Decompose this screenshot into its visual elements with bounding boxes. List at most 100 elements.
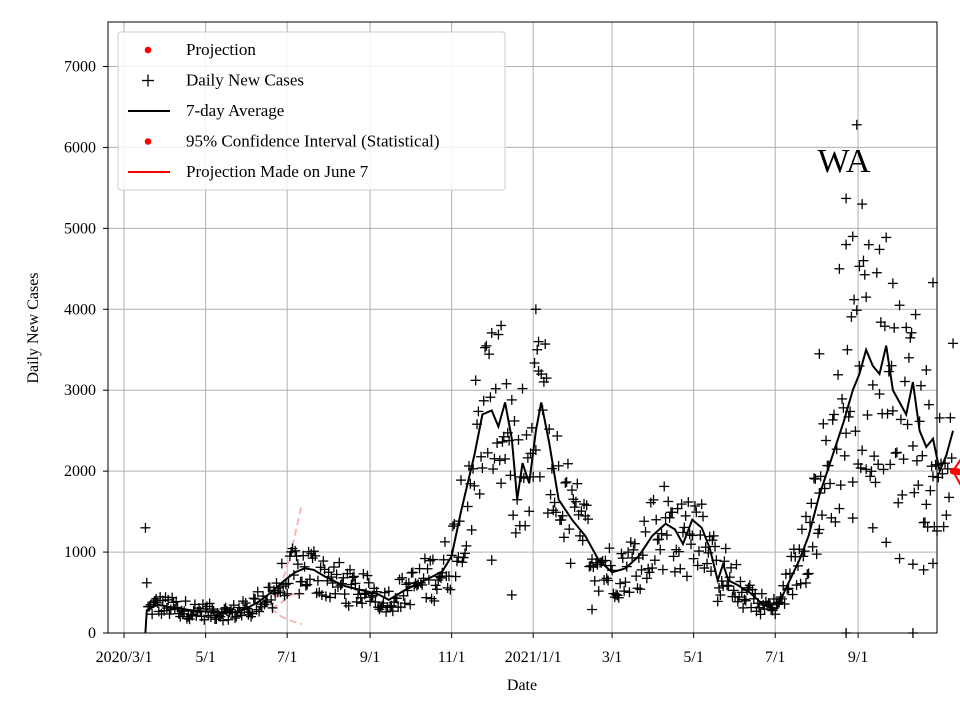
legend-dot-icon: [144, 138, 152, 145]
daily-case-point: [496, 478, 507, 489]
daily-case-point: [866, 466, 877, 477]
daily-case-point: [566, 485, 577, 496]
daily-case-point: [509, 415, 520, 426]
daily-case-point: [732, 596, 743, 607]
daily-case-point: [851, 119, 862, 130]
daily-case-point: [891, 447, 902, 458]
daily-case-point: [909, 487, 920, 498]
daily-case-point: [861, 292, 872, 303]
daily-case-point: [238, 596, 249, 607]
daily-case-point: [887, 278, 898, 289]
daily-case-point: [570, 496, 581, 507]
y-axis-ticks: 0 1000 2000 3000 4000 5000 6000 7000: [64, 59, 108, 642]
daily-case-point: [944, 492, 955, 503]
daily-case-point: [435, 572, 446, 583]
daily-case-point: [657, 564, 668, 575]
daily-case-point: [857, 445, 868, 456]
daily-case-point: [895, 414, 906, 425]
daily-case-point: [250, 593, 261, 604]
daily-case-point: [722, 580, 733, 591]
daily-case-point: [647, 563, 658, 574]
daily-case-point: [480, 342, 491, 353]
daily-case-point: [493, 329, 504, 340]
daily-case-point: [351, 596, 362, 607]
daily-case-point: [847, 477, 858, 488]
daily-case-point: [787, 589, 798, 600]
daily-case-point: [208, 605, 219, 616]
daily-case-point: [283, 578, 294, 589]
daily-case-point: [714, 582, 725, 593]
daily-case-point: [693, 546, 704, 557]
daily-case-point: [948, 338, 959, 349]
daily-case-point: [841, 428, 852, 439]
daily-case-point: [579, 499, 590, 510]
daily-case-point: [244, 607, 255, 618]
daily-case-point: [259, 599, 270, 610]
daily-case-point: [620, 577, 631, 588]
legend: Projection Daily New Cases 7-day Average 95…: [117, 31, 506, 191]
daily-case-point: [702, 558, 713, 569]
daily-case-point: [312, 575, 323, 586]
daily-case-point: [631, 571, 642, 582]
daily-case-point: [318, 556, 329, 567]
daily-case-point: [366, 592, 377, 603]
daily-case-point: [542, 508, 553, 519]
daily-case-point: [399, 598, 410, 609]
daily-case-point: [362, 570, 373, 581]
daily-case-point: [513, 434, 524, 445]
daily-case-point: [698, 511, 709, 522]
daily-case-point: [915, 380, 926, 391]
daily-case-point: [833, 369, 844, 380]
legend-label: Projection Made on June 7: [186, 162, 369, 181]
daily-case-point: [855, 462, 866, 473]
legend-label: Daily New Cases: [186, 71, 304, 90]
daily-case-point: [228, 600, 239, 611]
x-tick-label: 7/1: [765, 649, 785, 666]
daily-case-point: [316, 590, 327, 601]
daily-case-point: [861, 464, 872, 475]
daily-case-point: [587, 604, 598, 615]
daily-case-point: [882, 408, 893, 419]
daily-case-point: [615, 578, 626, 589]
daily-case-point: [485, 392, 496, 403]
daily-case-point: [508, 510, 519, 521]
seven-day-average-line: [144, 345, 954, 634]
daily-case-point: [672, 503, 683, 514]
daily-case-point: [341, 598, 352, 609]
daily-case-point: [490, 383, 501, 394]
projection-layer: [949, 458, 960, 486]
daily-case-point: [470, 375, 481, 386]
daily-case-point: [438, 554, 449, 565]
legend-entry: Projection Made on June 7: [128, 162, 369, 181]
daily-case-point: [549, 497, 560, 508]
daily-case-point: [648, 494, 659, 505]
daily-case-point: [728, 585, 739, 596]
daily-case-point: [683, 497, 694, 508]
daily-case-point: [624, 587, 635, 598]
y-tick-label: 6000: [64, 139, 96, 156]
daily-case-point: [927, 558, 938, 569]
daily-case-point: [858, 255, 869, 266]
daily-case-point: [442, 582, 453, 593]
daily-case-point: [815, 471, 826, 482]
daily-case-point: [334, 557, 345, 568]
daily-case-point: [800, 511, 811, 522]
x-tick-label: 9/1: [848, 649, 868, 666]
daily-case-point: [625, 537, 636, 548]
daily-case-point: [478, 395, 489, 406]
daily-case-point: [859, 269, 870, 280]
daily-case-point: [927, 277, 938, 288]
y-tick-label: 1000: [64, 544, 96, 561]
daily-case-point: [601, 573, 612, 584]
daily-case-point: [560, 477, 571, 488]
daily-case-point: [676, 499, 687, 510]
daily-case-point: [168, 597, 179, 608]
daily-case-point: [171, 596, 182, 607]
daily-case-point: [921, 499, 932, 510]
daily-case-point: [481, 340, 492, 351]
daily-case-point: [222, 606, 233, 617]
daily-case-point: [878, 464, 889, 475]
daily-case-point: [656, 528, 667, 539]
daily-case-point: [529, 358, 540, 369]
daily-case-point: [680, 510, 691, 521]
